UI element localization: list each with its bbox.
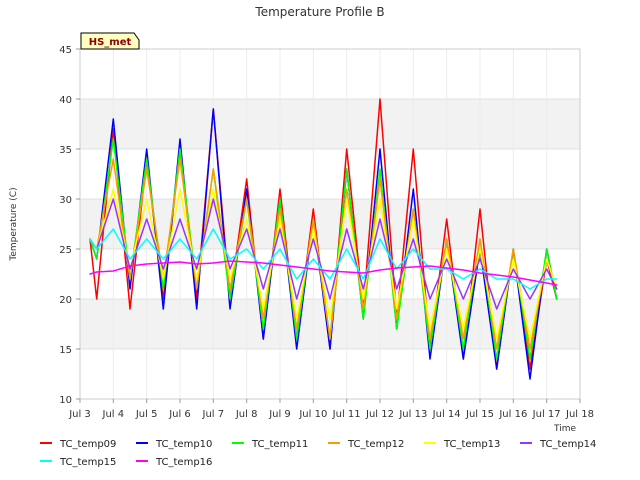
- y-axis-label: Temperature (C): [9, 187, 19, 261]
- series-line-tc-temp15: [89, 228, 558, 290]
- legend: TC_temp09 TC_temp10 TC_temp11 TC_temp12 TC_t…: [40, 439, 596, 468]
- y-tick-label: 10: [59, 395, 72, 406]
- x-tick-label: Jul 16: [498, 409, 527, 420]
- chart-title: Temperature Profile B: [254, 5, 384, 19]
- x-tick-label: Jul 14: [432, 409, 461, 420]
- x-axis-label: Time: [553, 424, 576, 434]
- legend-item: TC_temp10: [136, 439, 212, 450]
- legend-label: TC_temp10: [155, 439, 212, 450]
- plot-band: [80, 99, 580, 149]
- y-tick-label: 35: [59, 145, 72, 156]
- legend-item: TC_temp16: [136, 457, 212, 468]
- legend-item: TC_temp14: [520, 439, 596, 450]
- x-tick-label: Jul 7: [202, 409, 225, 420]
- plot-band: [80, 149, 580, 199]
- legend-item: TC_temp12: [328, 439, 404, 450]
- y-tick-label: 30: [59, 195, 72, 206]
- y-tick-label: 15: [59, 345, 72, 356]
- plot-band: [80, 349, 580, 399]
- series-layer: [89, 98, 558, 380]
- x-axis-ticks: Jul 3 Jul 4 Jul 5 Jul 6 Jul 7 Jul 8 Jul 9 Jul 1…: [68, 399, 594, 420]
- legend-label: TC_temp16: [155, 457, 212, 468]
- y-tick-label: 20: [59, 295, 72, 306]
- legend-item: TC_temp09: [40, 439, 116, 450]
- x-tick-label: Jul 8: [235, 409, 258, 420]
- x-tick-label: Jul 9: [268, 409, 291, 420]
- legend-item: TC_temp15: [40, 457, 116, 468]
- plot-band: [80, 49, 580, 99]
- x-tick-label: Jul 11: [332, 409, 361, 420]
- legend-label: TC_temp09: [59, 439, 116, 450]
- y-tick-label: 25: [59, 245, 72, 256]
- series-line-tc-temp13: [89, 188, 558, 340]
- y-tick-label: 40: [59, 95, 72, 106]
- legend-label: TC_temp12: [347, 439, 404, 450]
- plot-band: [80, 199, 580, 249]
- legend-label: TC_temp14: [539, 439, 596, 450]
- y-axis-ticks: 10 15 20 25 30 35 40 45: [59, 45, 80, 406]
- x-tick-label: Jul 17: [532, 409, 561, 420]
- x-tick-label: Jul 13: [398, 409, 427, 420]
- station-badge: HS_met: [80, 32, 140, 50]
- y-tick-label: 45: [59, 45, 72, 56]
- x-tick-label: Jul 15: [465, 409, 494, 420]
- legend-item: TC_temp13: [424, 439, 500, 450]
- plot-band: [80, 249, 580, 299]
- x-tick-label: Jul 12: [365, 409, 394, 420]
- plot-area-border: [79, 48, 581, 400]
- legend-label: TC_temp11: [251, 439, 308, 450]
- series-line-tc-temp16: [89, 260, 558, 286]
- x-tick-label: Jul 5: [135, 409, 158, 420]
- legend-item: TC_temp11: [232, 439, 308, 450]
- x-tick-label: Jul 18: [565, 409, 594, 420]
- x-tick-label: Jul 6: [168, 409, 191, 420]
- legend-label: TC_temp13: [443, 439, 500, 450]
- x-tick-label: Jul 10: [298, 409, 327, 420]
- badge-label: HS_met: [89, 37, 132, 48]
- x-tick-label: Jul 3: [68, 409, 91, 420]
- x-tick-label: Jul 4: [102, 409, 125, 420]
- badge-box: [80, 32, 140, 50]
- legend-label: TC_temp15: [59, 457, 116, 468]
